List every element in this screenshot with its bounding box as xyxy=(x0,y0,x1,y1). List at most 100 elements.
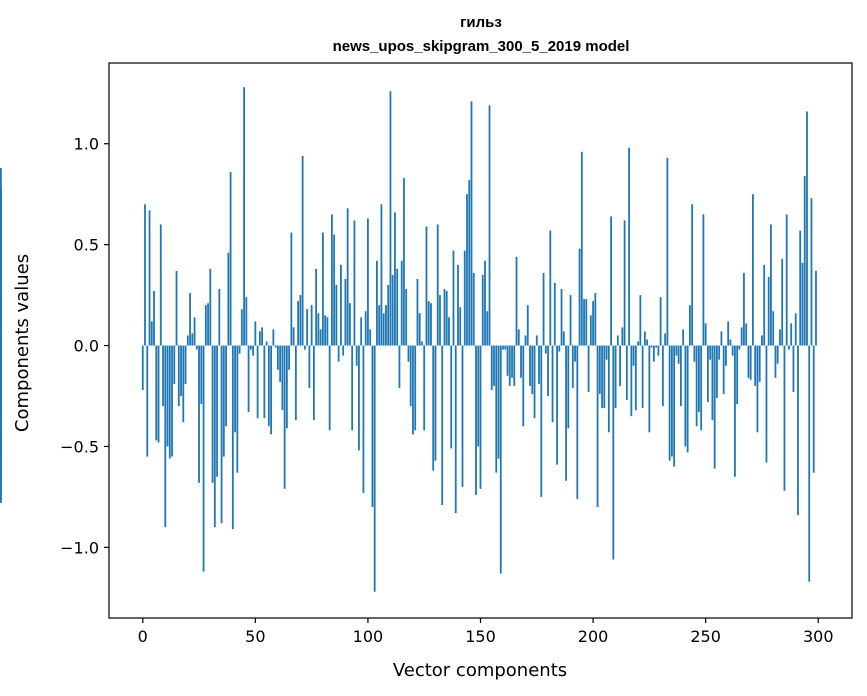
bar xyxy=(630,345,633,417)
bar xyxy=(299,295,302,346)
bar xyxy=(407,345,410,362)
bar xyxy=(747,345,750,378)
bar xyxy=(729,339,732,346)
bar xyxy=(547,345,549,396)
bar xyxy=(605,345,608,360)
bar xyxy=(758,345,761,382)
bars-group xyxy=(0,87,817,592)
bar xyxy=(788,345,790,350)
bar xyxy=(707,345,709,403)
bar xyxy=(621,327,624,346)
bar xyxy=(371,345,374,507)
bar xyxy=(774,345,777,378)
bar xyxy=(722,345,725,394)
bar xyxy=(182,345,185,423)
bar xyxy=(592,301,594,346)
bar xyxy=(364,311,367,346)
bar xyxy=(344,278,347,346)
bar xyxy=(639,295,642,346)
bar xyxy=(794,313,797,346)
bar xyxy=(560,289,563,346)
bar xyxy=(461,345,464,487)
bar xyxy=(704,323,707,346)
bar xyxy=(452,250,455,346)
bar xyxy=(524,335,527,346)
bar xyxy=(718,345,721,360)
bar xyxy=(538,345,540,384)
bar xyxy=(195,345,198,350)
bar xyxy=(155,345,158,441)
bar xyxy=(414,345,417,431)
chart-subtitle: news_upos_skipgram_300_5_2019 model xyxy=(333,38,630,55)
bar xyxy=(265,341,268,346)
bar xyxy=(569,295,572,346)
bar xyxy=(263,345,266,419)
bar xyxy=(533,345,536,419)
bar xyxy=(258,331,261,346)
bar xyxy=(679,345,682,407)
bar xyxy=(238,345,241,354)
bar xyxy=(173,345,176,384)
x-tick-label: 0 xyxy=(138,627,148,646)
bar xyxy=(488,105,491,346)
bar xyxy=(141,345,144,390)
bar xyxy=(213,345,216,528)
bar xyxy=(457,264,459,346)
bar xyxy=(594,293,597,346)
bar xyxy=(157,345,160,443)
bar xyxy=(535,335,538,346)
bar xyxy=(272,329,275,346)
bar xyxy=(285,345,288,429)
bar xyxy=(421,341,423,346)
bar xyxy=(200,345,203,405)
bar xyxy=(504,345,507,350)
bar xyxy=(700,345,703,431)
bar xyxy=(333,234,336,346)
bar xyxy=(614,345,617,409)
bar xyxy=(166,345,169,447)
bar xyxy=(198,345,200,483)
bar xyxy=(319,329,322,346)
bar xyxy=(472,272,475,346)
bar xyxy=(567,345,570,429)
bar xyxy=(367,218,369,346)
bar xyxy=(799,230,802,346)
bar xyxy=(668,345,671,461)
bar xyxy=(628,147,630,346)
bar xyxy=(506,345,509,376)
bar xyxy=(806,111,808,346)
bar xyxy=(549,230,552,346)
bar xyxy=(727,321,730,346)
bar xyxy=(531,345,534,394)
bar xyxy=(283,345,286,489)
bar xyxy=(382,313,385,346)
bar xyxy=(779,329,781,346)
bar xyxy=(738,345,741,350)
bar xyxy=(328,345,331,431)
bar xyxy=(279,345,282,382)
y-tick-label: 0.5 xyxy=(74,236,99,255)
bar xyxy=(175,270,178,346)
bar xyxy=(756,345,759,433)
bar xyxy=(180,345,182,396)
bar xyxy=(403,178,405,346)
bar xyxy=(740,327,743,346)
bar xyxy=(353,220,356,346)
bar xyxy=(589,315,592,346)
bar xyxy=(436,224,439,346)
bar xyxy=(556,345,558,465)
bar xyxy=(0,260,2,346)
bar xyxy=(607,345,610,433)
bar xyxy=(486,311,489,346)
bar xyxy=(216,345,218,477)
bar xyxy=(193,317,196,346)
bar xyxy=(677,345,680,364)
bar xyxy=(551,345,554,423)
bar xyxy=(292,327,295,346)
bar xyxy=(331,214,333,346)
bar xyxy=(387,285,390,346)
bar xyxy=(0,345,2,370)
bar xyxy=(385,305,387,346)
bar xyxy=(369,329,372,346)
bar xyxy=(398,345,401,388)
